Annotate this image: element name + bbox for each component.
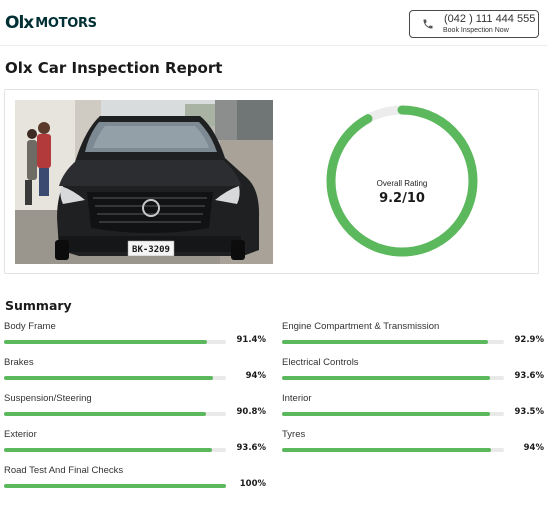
- summary-item-label: Engine Compartment & Transmission: [282, 321, 440, 332]
- summary-item-label: Exterior: [4, 429, 37, 440]
- summary-item: Body Frame 91.4%: [4, 321, 266, 351]
- summary-progress-fill: [282, 448, 491, 452]
- summary-item-value: 92.9%: [514, 335, 545, 345]
- summary-item-label: Brakes: [4, 357, 34, 368]
- overall-rating-value: 9.2/10: [379, 191, 425, 206]
- summary-progress-fill: [282, 376, 490, 380]
- summary-item-label: Suspension/Steering: [4, 393, 92, 404]
- summary-item: Suspension/Steering 90.8%: [4, 393, 266, 423]
- summary-title: Summary: [5, 298, 72, 313]
- rating-arc: [326, 105, 478, 257]
- summary-progress-fill: [4, 376, 213, 380]
- summary-progress-bar: [4, 448, 226, 452]
- summary-item-label: Body Frame: [4, 321, 56, 332]
- overall-rating-gauge: Overall Rating 9.2/10: [322, 101, 482, 261]
- page-title: Olx Car Inspection Report: [5, 59, 223, 77]
- summary-item: Interior 93.5%: [282, 393, 544, 423]
- summary-item: Brakes 94%: [4, 357, 266, 387]
- inspection-card: BK-3209 Overall Rating 9.2/10: [4, 89, 539, 274]
- summary-progress-bar: [4, 484, 226, 488]
- summary-progress-bar: [4, 412, 226, 416]
- summary-item-value: 93.6%: [514, 371, 545, 381]
- summary-item-label: Road Test And Final Checks: [4, 465, 124, 476]
- summary-item-value: 93.6%: [236, 443, 267, 453]
- olx-motors-logo[interactable]: Olx MOTORS: [5, 13, 97, 33]
- summary-progress-fill: [282, 412, 490, 416]
- summary-progress-bar: [282, 376, 504, 380]
- summary-progress-fill: [4, 484, 226, 488]
- summary-progress-fill: [4, 340, 207, 344]
- summary-item: Electrical Controls 93.6%: [282, 357, 544, 387]
- logo-text: MOTORS: [35, 15, 97, 31]
- summary-progress-fill: [282, 340, 489, 344]
- summary-item: Tyres 94%: [282, 429, 544, 459]
- summary-progress-fill: [4, 412, 206, 416]
- header: Olx MOTORS (042 ) 111 444 555 Book Inspe…: [0, 0, 547, 46]
- license-plate-text: BK-3209: [132, 245, 170, 255]
- summary-item-value: 90.8%: [236, 407, 267, 417]
- book-inspection-button[interactable]: (042 ) 111 444 555 Book Inspection Now: [409, 10, 539, 38]
- car-photo[interactable]: BK-3209: [15, 100, 273, 264]
- summary-item-value: 94%: [523, 443, 544, 453]
- summary-item-label: Interior: [282, 393, 312, 404]
- summary-item: Exterior 93.6%: [4, 429, 266, 459]
- summary-item-value: 94%: [245, 371, 266, 381]
- book-inspection-label: Book Inspection Now: [443, 27, 509, 34]
- summary-progress-bar: [4, 376, 226, 380]
- summary-progress-fill: [4, 448, 212, 452]
- summary-progress-bar: [282, 448, 504, 452]
- overall-rating-label: Overall Rating: [376, 179, 428, 188]
- phone-icon: [423, 19, 433, 29]
- summary-item: Engine Compartment & Transmission 92.9%: [282, 321, 544, 351]
- summary-item-value: 91.4%: [236, 335, 267, 345]
- summary-item-label: Tyres: [282, 429, 306, 440]
- summary-progress-bar: [282, 340, 504, 344]
- summary-item-value: 100%: [239, 479, 266, 489]
- summary-item-value: 93.5%: [514, 407, 545, 417]
- phone-number: (042 ) 111 444 555: [444, 13, 536, 25]
- summary-progress-bar: [282, 412, 504, 416]
- summary-progress-bar: [4, 340, 226, 344]
- summary-item: Road Test And Final Checks 100%: [4, 465, 266, 495]
- summary-item-label: Electrical Controls: [282, 357, 359, 368]
- logo-mark: Olx: [5, 13, 34, 33]
